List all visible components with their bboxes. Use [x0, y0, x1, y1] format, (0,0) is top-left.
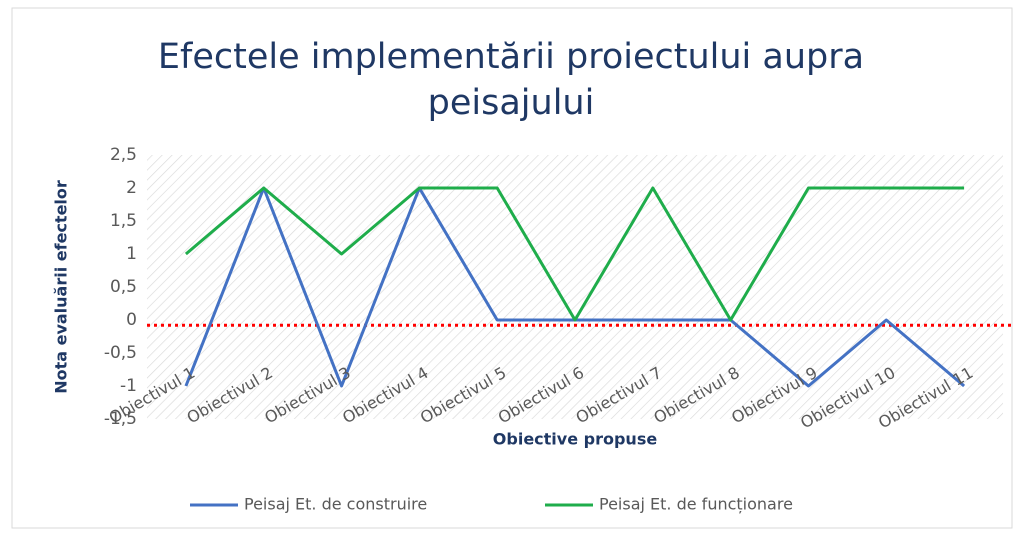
y-tick-label: 0,5	[110, 277, 137, 297]
y-axis-label: Nota evaluării efectelor	[52, 180, 71, 394]
legend-label: Peisaj Et. de construire	[244, 495, 427, 514]
y-tick-label: -1,5	[104, 409, 137, 429]
y-tick-label: 0	[126, 310, 137, 330]
plot-area	[147, 155, 1003, 419]
y-tick-label: -1	[120, 376, 137, 396]
chart-title: peisajului	[428, 83, 595, 123]
x-axis-label: Obiective propuse	[493, 430, 658, 449]
y-tick-label: 1	[126, 244, 137, 264]
data-line	[184, 186, 965, 322]
y-tick-label: 1,5	[110, 211, 137, 231]
legend-label: Peisaj Et. de funcționare	[599, 495, 793, 514]
chart-title: Efectele implementării proiectului aupra	[158, 37, 864, 77]
y-tick-label: 2,5	[110, 145, 137, 165]
y-tick-label: 2	[126, 178, 137, 198]
y-tick-label: -0,5	[104, 343, 137, 363]
